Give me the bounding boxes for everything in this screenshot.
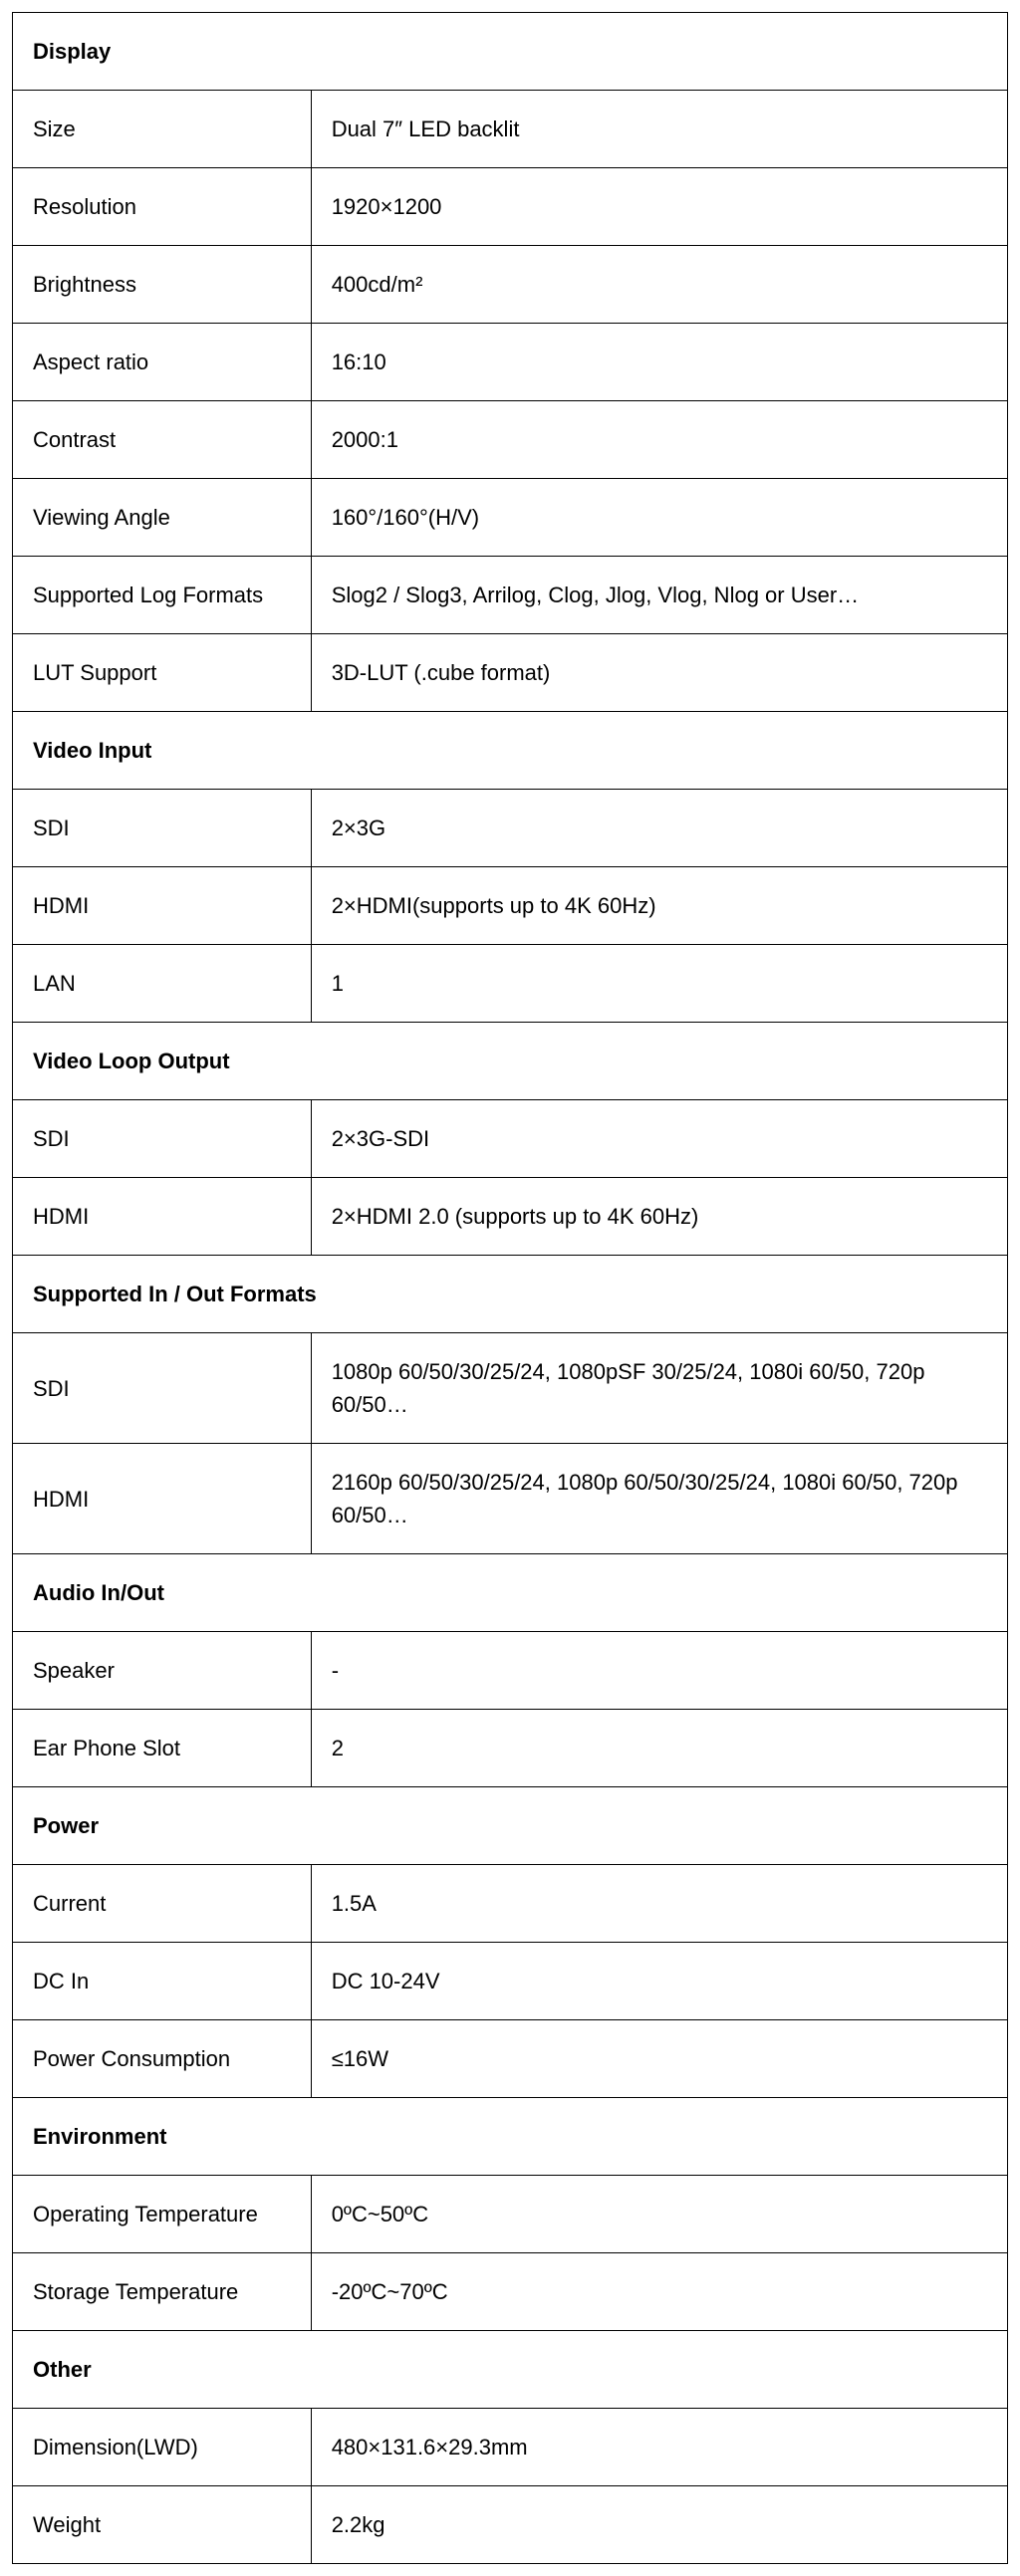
- spec-label: SDI: [13, 790, 312, 867]
- spec-value: 3D-LUT (.cube format): [311, 634, 1007, 712]
- spec-label: Storage Temperature: [13, 2253, 312, 2331]
- spec-value: 2: [311, 1710, 1007, 1787]
- spec-value: 2×HDMI(supports up to 4K 60Hz): [311, 867, 1007, 945]
- table-row: Contrast2000:1: [13, 401, 1008, 479]
- spec-label: HDMI: [13, 867, 312, 945]
- spec-value: 0ºC~50ºC: [311, 2176, 1007, 2253]
- table-row: Supported Log FormatsSlog2 / Slog3, Arri…: [13, 557, 1008, 634]
- section-header-row: Video Input: [13, 712, 1008, 790]
- table-row: Ear Phone Slot2: [13, 1710, 1008, 1787]
- table-row: Current1.5A: [13, 1865, 1008, 1943]
- spec-label: HDMI: [13, 1444, 312, 1554]
- spec-value: 2×HDMI 2.0 (supports up to 4K 60Hz): [311, 1178, 1007, 1256]
- spec-label: Resolution: [13, 168, 312, 246]
- spec-label: Viewing Angle: [13, 479, 312, 557]
- table-row: DC InDC 10-24V: [13, 1943, 1008, 2020]
- section-header-row: Audio In/Out: [13, 1554, 1008, 1632]
- spec-value: 1.5A: [311, 1865, 1007, 1943]
- table-row: Brightness400cd/m²: [13, 246, 1008, 324]
- spec-value: 1: [311, 945, 1007, 1023]
- spec-label: Ear Phone Slot: [13, 1710, 312, 1787]
- spec-label: HDMI: [13, 1178, 312, 1256]
- spec-value: Slog2 / Slog3, Arrilog, Clog, Jlog, Vlog…: [311, 557, 1007, 634]
- section-header-row: Display: [13, 13, 1008, 91]
- spec-label: Aspect ratio: [13, 324, 312, 401]
- spec-value: 16:10: [311, 324, 1007, 401]
- section-header-row: Other: [13, 2331, 1008, 2409]
- section-header-row: Supported In / Out Formats: [13, 1256, 1008, 1333]
- spec-value: 1080p 60/50/30/25/24, 1080pSF 30/25/24, …: [311, 1333, 1007, 1444]
- section-header-row: Video Loop Output: [13, 1023, 1008, 1100]
- spec-label: Supported Log Formats: [13, 557, 312, 634]
- spec-table: DisplaySizeDual 7″ LED backlitResolution…: [12, 12, 1008, 2564]
- table-row: SDI1080p 60/50/30/25/24, 1080pSF 30/25/2…: [13, 1333, 1008, 1444]
- table-row: LUT Support3D-LUT (.cube format): [13, 634, 1008, 712]
- table-row: LAN1: [13, 945, 1008, 1023]
- table-row: Operating Temperature0ºC~50ºC: [13, 2176, 1008, 2253]
- spec-label: Power Consumption: [13, 2020, 312, 2098]
- spec-label: SDI: [13, 1333, 312, 1444]
- spec-value: -20ºC~70ºC: [311, 2253, 1007, 2331]
- section-header-cell: Supported In / Out Formats: [13, 1256, 1008, 1333]
- table-row: Weight2.2kg: [13, 2486, 1008, 2564]
- spec-value: 2.2kg: [311, 2486, 1007, 2564]
- spec-label: Speaker: [13, 1632, 312, 1710]
- section-header-cell: Display: [13, 13, 1008, 91]
- table-row: Power Consumption≤16W: [13, 2020, 1008, 2098]
- section-header-cell: Video Loop Output: [13, 1023, 1008, 1100]
- table-row: Viewing Angle160°/160°(H/V): [13, 479, 1008, 557]
- spec-value: DC 10-24V: [311, 1943, 1007, 2020]
- spec-value: -: [311, 1632, 1007, 1710]
- spec-label: Dimension(LWD): [13, 2409, 312, 2486]
- spec-value: 1920×1200: [311, 168, 1007, 246]
- spec-table-body: DisplaySizeDual 7″ LED backlitResolution…: [13, 13, 1008, 2564]
- spec-label: Contrast: [13, 401, 312, 479]
- table-row: HDMI2×HDMI(supports up to 4K 60Hz): [13, 867, 1008, 945]
- section-header-cell: Audio In/Out: [13, 1554, 1008, 1632]
- section-header-row: Power: [13, 1787, 1008, 1865]
- section-header-cell: Video Input: [13, 712, 1008, 790]
- spec-value: Dual 7″ LED backlit: [311, 91, 1007, 168]
- section-header-cell: Other: [13, 2331, 1008, 2409]
- spec-label: Current: [13, 1865, 312, 1943]
- spec-value: 2000:1: [311, 401, 1007, 479]
- spec-value: 2×3G: [311, 790, 1007, 867]
- spec-value: 2×3G-SDI: [311, 1100, 1007, 1178]
- spec-label: Weight: [13, 2486, 312, 2564]
- spec-label: DC In: [13, 1943, 312, 2020]
- spec-label: LUT Support: [13, 634, 312, 712]
- table-row: HDMI2×HDMI 2.0 (supports up to 4K 60Hz): [13, 1178, 1008, 1256]
- spec-value: 160°/160°(H/V): [311, 479, 1007, 557]
- spec-label: Brightness: [13, 246, 312, 324]
- table-row: SDI2×3G-SDI: [13, 1100, 1008, 1178]
- table-row: HDMI2160p 60/50/30/25/24, 1080p 60/50/30…: [13, 1444, 1008, 1554]
- table-row: Resolution1920×1200: [13, 168, 1008, 246]
- spec-value: 400cd/m²: [311, 246, 1007, 324]
- spec-value: 2160p 60/50/30/25/24, 1080p 60/50/30/25/…: [311, 1444, 1007, 1554]
- spec-value: ≤16W: [311, 2020, 1007, 2098]
- table-row: Storage Temperature-20ºC~70ºC: [13, 2253, 1008, 2331]
- spec-label: SDI: [13, 1100, 312, 1178]
- section-header-row: Environment: [13, 2098, 1008, 2176]
- table-row: SDI2×3G: [13, 790, 1008, 867]
- spec-value: 480×131.6×29.3mm: [311, 2409, 1007, 2486]
- table-row: SizeDual 7″ LED backlit: [13, 91, 1008, 168]
- table-row: Dimension(LWD)480×131.6×29.3mm: [13, 2409, 1008, 2486]
- table-row: Aspect ratio16:10: [13, 324, 1008, 401]
- spec-label: Operating Temperature: [13, 2176, 312, 2253]
- section-header-cell: Power: [13, 1787, 1008, 1865]
- table-row: Speaker-: [13, 1632, 1008, 1710]
- spec-label: LAN: [13, 945, 312, 1023]
- section-header-cell: Environment: [13, 2098, 1008, 2176]
- spec-label: Size: [13, 91, 312, 168]
